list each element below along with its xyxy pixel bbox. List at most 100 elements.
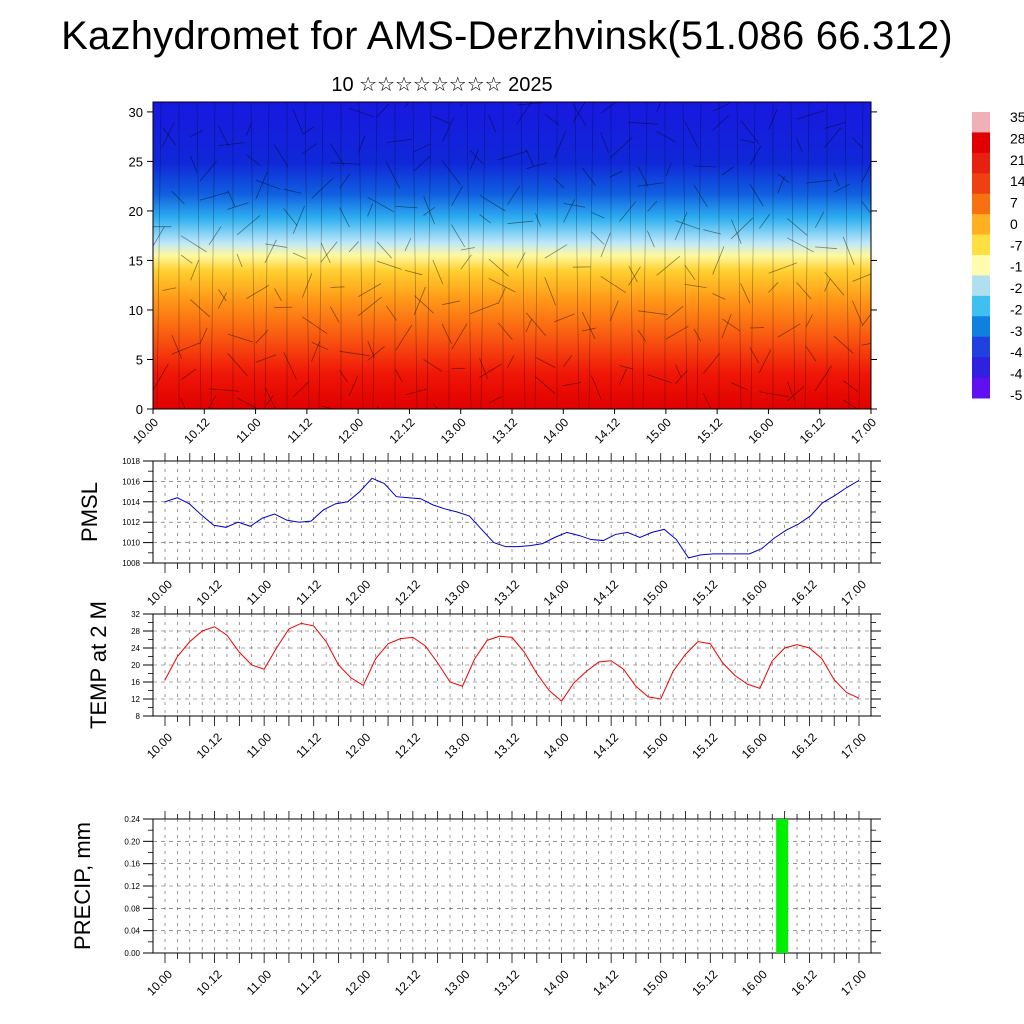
wind-line: [749, 145, 762, 166]
wind-line: [600, 132, 609, 154]
x-tick-label: 14.12: [590, 577, 621, 608]
y-tick-label: 1012: [122, 518, 140, 527]
wind-line: [824, 272, 845, 296]
wind-line: [665, 325, 689, 340]
y-tick-label: 5: [136, 352, 143, 367]
x-tick-label: 11.00: [233, 415, 264, 446]
wind-line: [768, 282, 779, 293]
wind-line: [563, 382, 582, 387]
wind-line: [412, 102, 418, 409]
wind-line: [703, 229, 721, 235]
colorbar-segment: [972, 275, 990, 297]
x-tick-label: 10.00: [144, 730, 175, 761]
colorbar-segment: [972, 357, 990, 379]
wind-line: [591, 231, 605, 245]
x-tick-label: 16.12: [788, 577, 819, 608]
cross-section-y-ticks: 0 5 10 15 20 25 30: [129, 105, 877, 417]
wind-line: [656, 131, 677, 143]
wind-line: [507, 354, 515, 368]
wind-line: [357, 135, 366, 153]
wind-line: [330, 143, 345, 166]
wind-line: [768, 262, 797, 274]
wind-line: [525, 319, 533, 333]
wind-line: [572, 103, 587, 127]
wind-line: [180, 235, 207, 253]
wind-line: [162, 122, 175, 147]
wind-line: [358, 283, 382, 297]
temp-panel: 8 12 16 20 24 28 32 10.00 10.12 11.00 11.12 12.00 12…: [86, 601, 881, 761]
wind-line: [255, 171, 268, 200]
wind-line: [196, 102, 202, 409]
wind-line: [236, 215, 261, 236]
wind-line: [628, 121, 659, 125]
x-tick-label: 14.00: [541, 577, 572, 608]
x-tick-label: 13.00: [441, 967, 472, 998]
wind-line: [814, 365, 832, 392]
x-tick-label: 13.12: [489, 415, 520, 446]
wind-line: [162, 287, 177, 291]
colorbar-segment: [972, 214, 990, 236]
y-tick-label: 0.16: [124, 860, 140, 869]
wind-line: [628, 266, 641, 286]
wind-line: [758, 213, 771, 229]
wind-line: [255, 179, 281, 190]
wind-line: [451, 186, 463, 206]
wind-line: [544, 113, 560, 126]
wind-line: [628, 266, 638, 283]
wind-line: [712, 293, 726, 300]
x-tick-label: 17.00: [838, 730, 869, 761]
wind-line: [535, 213, 542, 227]
temp-series-line: [164, 622, 860, 702]
y-tick-label: 12: [131, 695, 140, 704]
wind-line: [805, 314, 813, 328]
x-tick-label: 12.12: [392, 967, 423, 998]
wind-line: [674, 212, 688, 240]
wind-line: [796, 282, 812, 300]
colorbar-label: -1: [1010, 259, 1023, 275]
colorbar-label: -2: [1010, 280, 1023, 296]
wind-line: [367, 341, 375, 359]
wind-line: [740, 283, 751, 304]
wind-line: [563, 203, 586, 208]
x-tick-label: 10.00: [130, 415, 161, 446]
x-tick-label: 16.00: [739, 730, 770, 761]
wind-line: [227, 353, 248, 377]
x-tick-label: 12.12: [386, 415, 417, 446]
y-tick-label: 1010: [122, 539, 140, 548]
wind-line: [591, 375, 602, 400]
wind-line: [563, 354, 573, 367]
wind-line: [395, 369, 403, 382]
wind-line: [693, 184, 708, 208]
y-axis-title: PMSL: [77, 482, 102, 542]
x-tick-label: 15.00: [640, 730, 671, 761]
wind-line: [162, 127, 177, 146]
colorbar-segment: [972, 377, 990, 399]
wind-line: [301, 316, 328, 334]
wind-line: [255, 354, 277, 363]
wind-line: [330, 162, 361, 165]
wind-line: [199, 160, 217, 182]
x-tick-label: 15.12: [689, 730, 720, 761]
y-tick-label: 30: [129, 105, 143, 120]
x-tick-label: 14.00: [540, 415, 571, 446]
wind-line: [304, 102, 310, 409]
wind-line: [414, 295, 434, 314]
wind-line: [844, 102, 850, 409]
wind-line: [786, 381, 795, 399]
wind-line: [441, 160, 461, 185]
wind-line: [376, 404, 380, 409]
wind-line: [721, 318, 741, 332]
wind-line: [814, 211, 825, 228]
colorbar-label: 14: [1010, 173, 1024, 189]
wind-line: [181, 368, 197, 381]
wind-line: [525, 312, 547, 336]
wind-line: [153, 363, 169, 391]
wind-line: [318, 102, 324, 409]
wind-line: [535, 357, 556, 368]
wind-line: [740, 120, 760, 145]
wind-line: [404, 102, 410, 108]
wind-line: [488, 115, 496, 133]
wind-line: [348, 375, 359, 397]
wind-line: [805, 345, 817, 362]
wind-line: [507, 185, 521, 205]
